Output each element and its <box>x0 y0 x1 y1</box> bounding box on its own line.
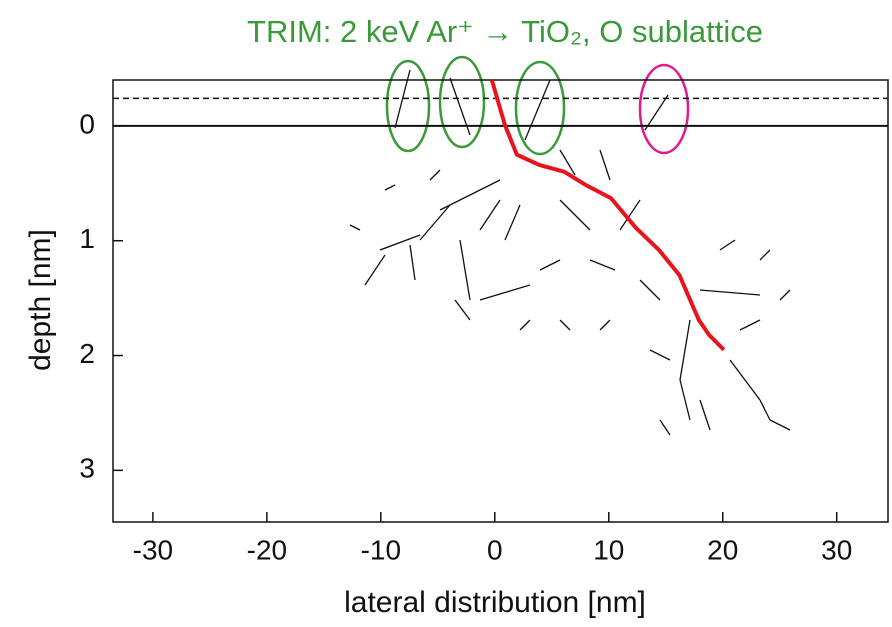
y-axis-label: depth [nm] <box>24 229 57 371</box>
x-tick-label: 10 <box>593 534 624 565</box>
y-tick-label: 2 <box>79 338 95 369</box>
x-tick-label: 0 <box>487 534 503 565</box>
x-tick-label: 20 <box>707 534 738 565</box>
recoil-cascade <box>349 69 791 436</box>
y-tick-label: 3 <box>79 453 95 484</box>
x-tick-label: -30 <box>133 534 173 565</box>
annotation-ellipses <box>385 55 690 156</box>
x-tick-label: -10 <box>361 534 401 565</box>
trajectory-line <box>489 79 726 352</box>
y-tick-label: 0 <box>79 108 95 139</box>
x-tick-label: 30 <box>821 534 852 565</box>
y-tick-label: 1 <box>79 223 95 254</box>
x-axis-label: lateral distribution [nm] <box>344 586 646 619</box>
x-tick-label: -20 <box>247 534 287 565</box>
plot-frame <box>112 79 889 523</box>
chart-title: TRIM: 2 keV Ar⁺ → TiO₂, O sublattice <box>247 14 763 49</box>
